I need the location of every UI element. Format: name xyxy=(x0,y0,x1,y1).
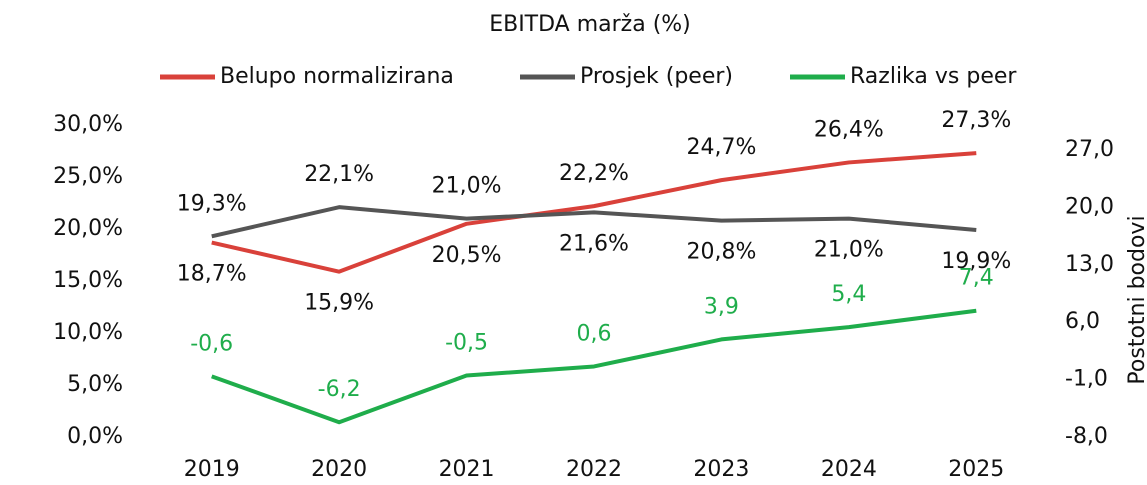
data-label: 19,9% xyxy=(941,249,1011,274)
data-label: 20,8% xyxy=(686,240,756,265)
data-label: 20,5% xyxy=(432,243,502,268)
data-label: 5,4 xyxy=(831,282,866,307)
x-tick-label: 2020 xyxy=(311,457,367,482)
data-label: 7,4 xyxy=(959,266,994,291)
series-line xyxy=(211,205,977,239)
y-tick-label: 0,0% xyxy=(67,424,123,449)
x-tick-label: 2021 xyxy=(439,457,495,482)
y2-tick-label: 13,0 xyxy=(1065,252,1114,277)
data-label: 18,7% xyxy=(177,262,247,287)
x-tick-label: 2024 xyxy=(821,457,877,482)
data-label: -0,5 xyxy=(445,331,488,356)
series-line xyxy=(211,308,977,425)
y2-axis-label: Postotni bodovi xyxy=(1125,215,1147,384)
series-line xyxy=(211,151,977,274)
data-label: 22,2% xyxy=(559,161,629,186)
y-tick-label: 25,0% xyxy=(53,164,123,189)
data-label: 21,0% xyxy=(432,174,502,199)
data-label: 21,6% xyxy=(559,231,629,256)
legend-label: Prosjek (peer) xyxy=(580,64,733,89)
data-label: 19,3% xyxy=(177,191,247,216)
y2-tick-label: 6,0 xyxy=(1065,309,1100,334)
y2-tick-label: -1,0 xyxy=(1065,367,1108,392)
x-tick-label: 2022 xyxy=(566,457,622,482)
data-label: -0,6 xyxy=(190,331,233,356)
data-label: 0,6 xyxy=(577,321,612,346)
y-tick-label: 30,0% xyxy=(53,112,123,137)
data-label: 21,0% xyxy=(814,238,884,263)
data-label: 24,7% xyxy=(686,135,756,160)
x-tick-label: 2019 xyxy=(184,457,240,482)
data-label: 26,4% xyxy=(814,117,884,142)
y-tick-label: 15,0% xyxy=(53,268,123,293)
y2-tick-label: -8,0 xyxy=(1065,424,1108,449)
y-tick-label: 20,0% xyxy=(53,216,123,241)
y-tick-label: 5,0% xyxy=(67,372,123,397)
data-label: 15,9% xyxy=(304,291,374,316)
y2-tick-label: 27,0 xyxy=(1065,137,1114,162)
x-tick-label: 2023 xyxy=(693,457,749,482)
legend-label: Razlika vs peer xyxy=(850,64,1017,89)
data-label: 3,9 xyxy=(704,294,739,319)
y-tick-label: 10,0% xyxy=(53,320,123,345)
legend-label: Belupo normalizirana xyxy=(220,64,454,89)
y2-tick-label: 20,0 xyxy=(1065,194,1114,219)
data-label: 27,3% xyxy=(941,108,1011,133)
x-tick-label: 2025 xyxy=(948,457,1004,482)
data-label: -6,2 xyxy=(318,377,361,402)
data-label: 22,1% xyxy=(304,162,374,187)
chart-title: EBITDA marža (%) xyxy=(489,12,691,37)
